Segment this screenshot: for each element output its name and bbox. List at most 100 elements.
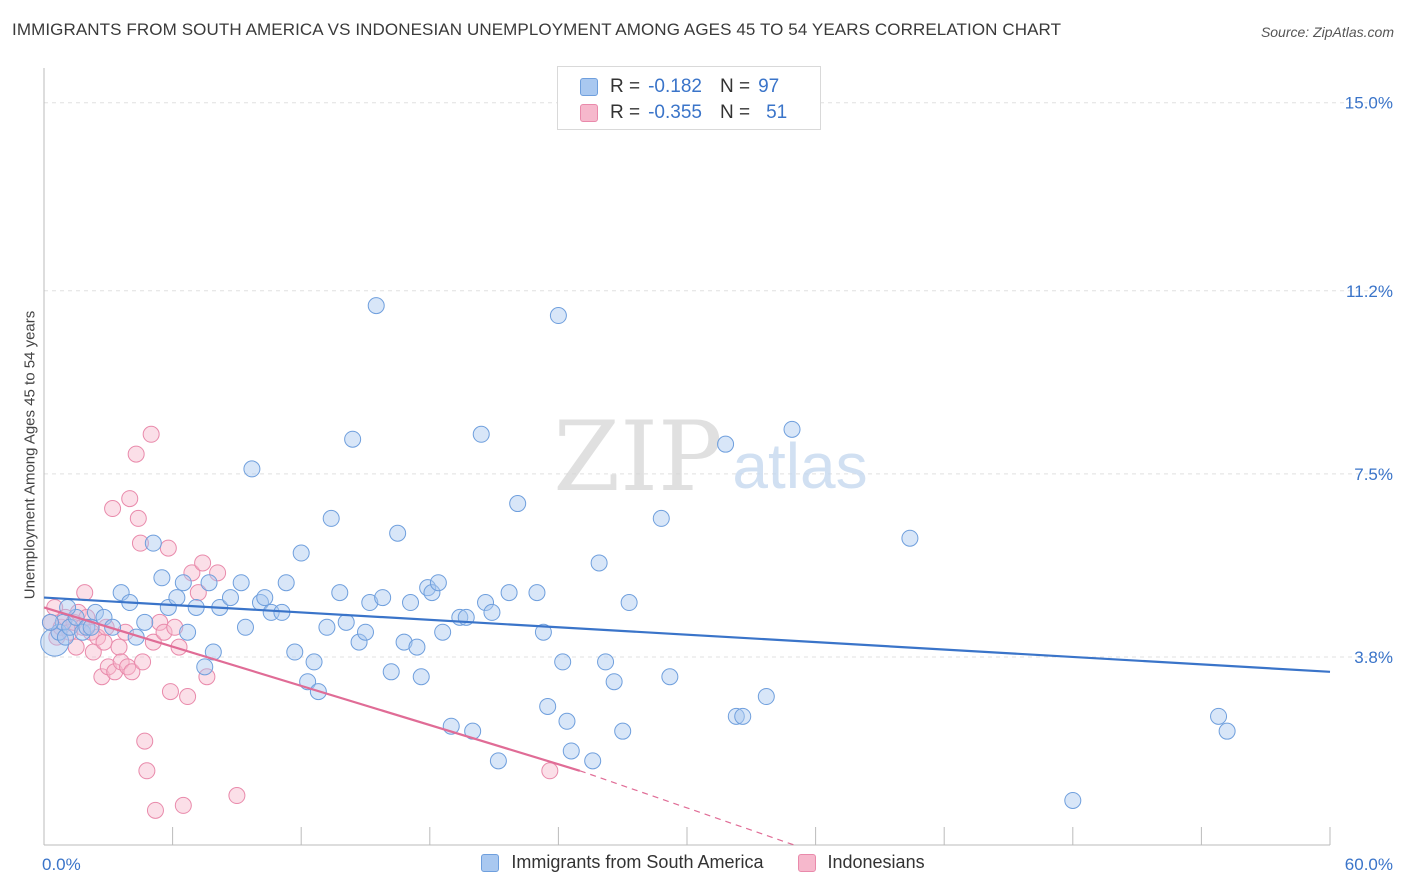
legend-n-value: 51	[766, 102, 788, 123]
south-america-point	[236, 618, 254, 636]
south-america-point	[357, 623, 374, 641]
indonesians-point	[166, 618, 184, 636]
south-america-point	[717, 435, 735, 453]
south-america-point	[136, 613, 154, 631]
watermark-atlas: atlas	[732, 430, 867, 502]
south-america-point	[434, 623, 452, 641]
south-america-point	[558, 712, 576, 730]
indonesians-point	[189, 584, 207, 602]
south-america-point	[1210, 707, 1228, 725]
indonesians-point	[146, 801, 164, 819]
south-america-point	[402, 594, 420, 612]
south-america-point	[549, 307, 567, 325]
south-america-point	[286, 643, 304, 661]
indonesians-point	[134, 653, 152, 671]
south-america-series	[40, 297, 1236, 809]
south-america-point	[562, 742, 580, 760]
trend-lines	[43, 596, 1331, 846]
indonesians-point	[136, 732, 154, 750]
indonesians-point	[129, 509, 147, 527]
indonesians-point	[104, 500, 122, 518]
indonesians-point	[151, 613, 169, 631]
legend-r-value: -0.182	[648, 76, 702, 97]
indonesians-point	[93, 668, 111, 686]
south-america-point	[620, 594, 638, 612]
chart-title: IMMIGRANTS FROM SOUTH AMERICA VS INDONES…	[12, 20, 1062, 39]
legend-swatch-pink	[580, 104, 598, 122]
legend-r-value: -0.355	[648, 102, 702, 123]
south-america-point	[1064, 791, 1082, 809]
south-america-point	[168, 589, 186, 607]
legend-n-label: N =	[719, 102, 751, 123]
south-america-point	[1218, 722, 1236, 740]
south-america-point	[361, 594, 379, 612]
series-legend: Immigrants from South America Indonesian…	[0, 852, 1406, 873]
series-legend-south-america[interactable]: Immigrants from South America	[481, 852, 764, 873]
south-america-point	[783, 420, 801, 438]
south-america-point	[500, 584, 518, 602]
indonesians-point	[159, 539, 177, 557]
south-america-point	[734, 707, 752, 725]
south-america-point	[652, 509, 670, 527]
south-america-point	[477, 594, 495, 612]
series-legend-indonesians[interactable]: Indonesians	[797, 852, 925, 873]
south-america-point	[614, 722, 632, 740]
legend-row-south-america: R = -0.182 N = 97	[580, 74, 779, 100]
south-america-point	[305, 653, 323, 671]
south-america-point	[56, 628, 74, 646]
indonesians-point	[121, 490, 139, 508]
indonesians-point	[95, 633, 113, 651]
south-america-point	[41, 613, 59, 631]
indonesians-point	[110, 638, 128, 656]
south-america-point	[554, 653, 572, 671]
y-tick-label: 3.8%	[1354, 648, 1393, 667]
south-america-point	[112, 584, 130, 602]
south-america-point	[389, 524, 407, 542]
south-america-point	[243, 460, 261, 478]
south-america-point	[382, 663, 400, 681]
indonesians-trend-line	[43, 606, 581, 772]
south-america-point	[539, 697, 557, 715]
south-america-point	[597, 653, 615, 671]
x-tick-label: 60.0%	[1345, 855, 1393, 874]
south-america-point	[489, 752, 507, 770]
south-america-point	[374, 589, 392, 607]
south-america-point	[78, 618, 96, 636]
south-america-point	[472, 425, 490, 443]
legend-swatch-blue	[580, 78, 598, 96]
south-america-point	[344, 430, 362, 448]
watermark-zip: ZIP	[553, 401, 722, 513]
south-america-point	[40, 627, 70, 657]
legend-n-value: 97	[758, 76, 780, 97]
south-america-point	[221, 589, 239, 607]
south-america-point	[509, 495, 527, 513]
south-america-point	[661, 668, 679, 686]
watermark: ZIP atlas	[553, 401, 867, 513]
indonesians-point	[161, 683, 179, 701]
indonesians-point	[127, 445, 145, 463]
indonesians-point	[179, 688, 197, 706]
tick-labels: 3.8% 7.5% 11.2% 15.0% 0.0% 60.0%	[42, 94, 1393, 874]
indonesians-point	[76, 584, 94, 602]
south-america-point	[232, 574, 250, 592]
south-america-point	[174, 574, 192, 592]
indonesians-point	[209, 564, 227, 582]
axes	[43, 68, 1331, 846]
correlation-legend: R = -0.182 N = 97 R = -0.355 N = 51	[557, 66, 821, 130]
south-america-point	[200, 574, 218, 592]
indonesians-point	[155, 623, 173, 641]
south-america-point	[727, 707, 745, 725]
south-america-point	[584, 752, 602, 770]
south-america-point	[528, 584, 546, 602]
legend-row-indonesians: R = -0.355 N = 51	[580, 100, 787, 126]
south-america-point	[395, 633, 413, 651]
south-america-point	[144, 534, 162, 552]
south-america-point	[901, 529, 919, 547]
south-america-point	[423, 584, 441, 602]
y-tick-label: 11.2%	[1346, 282, 1393, 301]
series-legend-label: Indonesians	[827, 852, 925, 872]
indonesians-point	[228, 787, 246, 805]
x-tick-label: 0.0%	[42, 855, 81, 874]
south-america-point	[256, 589, 274, 607]
